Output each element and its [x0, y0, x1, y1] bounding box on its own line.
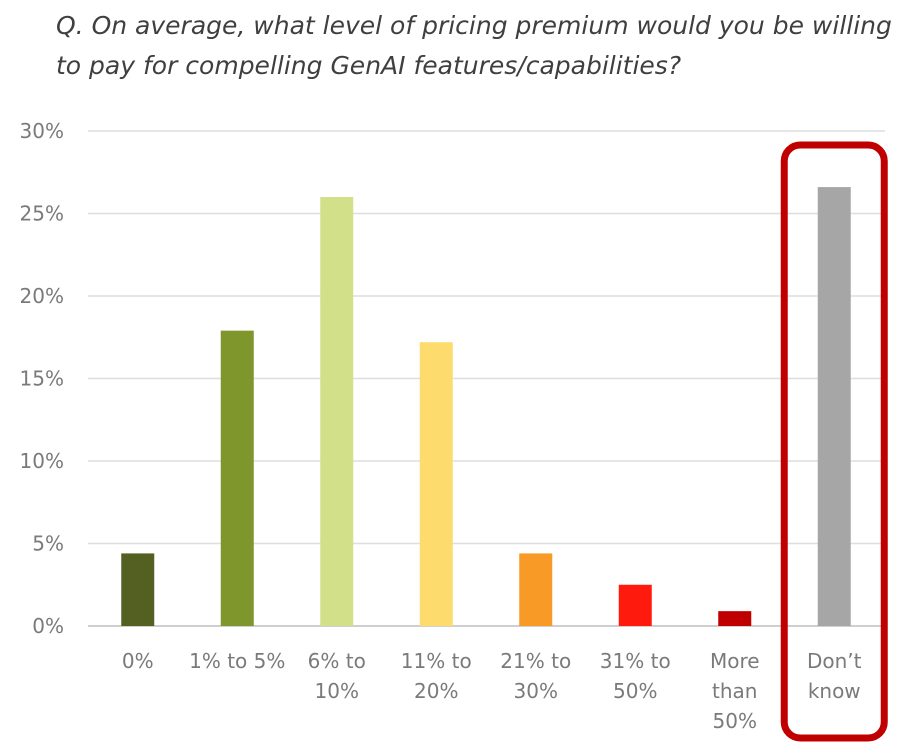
bar	[220, 330, 254, 626]
y-tick-label: 25%	[20, 202, 64, 226]
bar	[718, 611, 752, 626]
x-category-label: 31% to 50%	[600, 649, 671, 703]
bar	[817, 187, 851, 626]
bar	[419, 342, 453, 626]
x-category-label: 6% to 10%	[308, 649, 366, 703]
x-category-label: 11% to 20%	[401, 649, 472, 703]
y-tick-label: 0%	[32, 614, 64, 638]
bar	[519, 553, 553, 626]
y-tick-label: 30%	[20, 119, 64, 143]
y-tick-label: 15%	[20, 367, 64, 391]
bar	[121, 553, 155, 626]
x-category-label: 1% to 5%	[189, 649, 285, 673]
y-tick-label: 5%	[32, 532, 64, 556]
bar	[320, 197, 354, 626]
highlight-frame	[780, 141, 888, 742]
x-category-label: 21% to 30%	[500, 649, 571, 703]
x-category-label: 0%	[122, 649, 154, 673]
x-category-label: More than 50%	[710, 649, 760, 733]
y-tick-label: 10%	[20, 449, 64, 473]
bar	[618, 584, 652, 626]
chart-question-title: Q. On average, what level of pricing pre…	[56, 11, 892, 80]
x-category-label: Don’t know	[807, 649, 862, 703]
y-tick-label: 20%	[20, 284, 64, 308]
